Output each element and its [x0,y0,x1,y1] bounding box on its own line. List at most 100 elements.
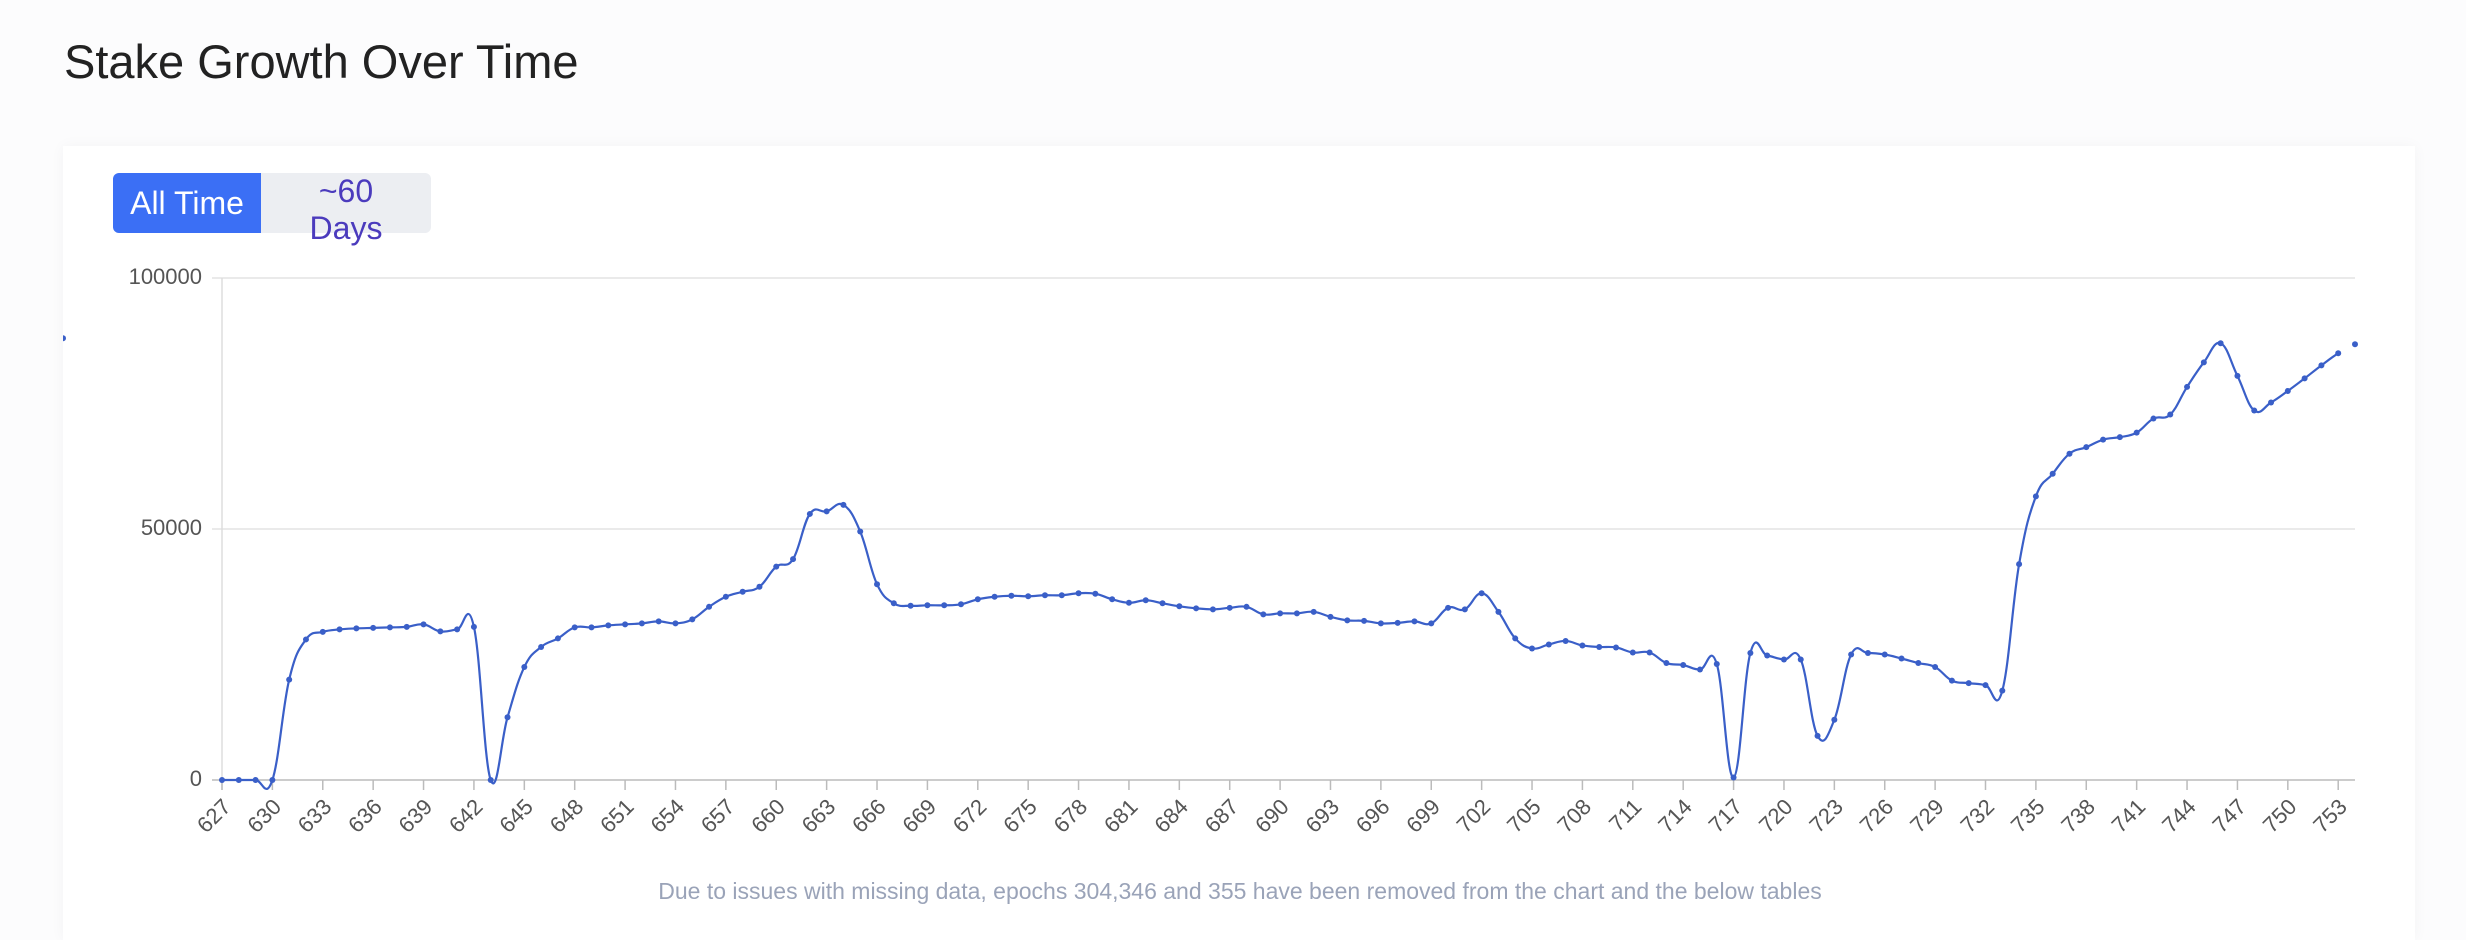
point [1965,680,1972,687]
x-tick-label: 747 [2207,794,2251,838]
point [1193,605,1200,612]
point [1428,620,1435,627]
point [319,628,326,635]
point [2318,362,2325,369]
point [2284,387,2291,394]
point [1277,610,1284,617]
point [1344,617,1351,624]
point [907,602,914,609]
point [2335,350,2342,357]
point [1814,732,1821,739]
point [1864,649,1871,656]
point [252,777,259,783]
point [1663,660,1670,667]
point [2066,450,2073,457]
chart-card: All Time ~60 Days Due to issues with mis… [63,146,2415,940]
x-tick-label: 714 [1653,794,1697,838]
x-tick-label: 732 [1956,794,2000,838]
point [521,664,528,671]
point [2200,359,2207,366]
point [823,508,830,515]
x-tick-label: 693 [1300,794,1344,838]
point [1596,643,1603,650]
point [2116,434,2123,441]
point [571,624,578,631]
point [790,556,797,563]
point [689,616,696,623]
point [1629,649,1636,656]
point [655,618,662,625]
point [1310,608,1317,615]
point [1831,716,1838,723]
x-tick-label: 672 [948,794,992,838]
x-tick-label: 696 [1351,794,1395,838]
x-tick-label: 723 [1804,794,1848,838]
point [454,626,461,633]
point [1041,592,1048,599]
point [2049,470,2056,477]
point [2083,444,2090,451]
point [890,600,897,607]
point [437,628,444,635]
x-tick-label: 753 [2308,794,2352,838]
point [1461,606,1468,613]
point [1226,604,1233,611]
point [1562,637,1569,644]
point [2268,399,2275,406]
point [1092,590,1099,597]
point [2251,407,2258,414]
point [1747,649,1754,656]
point [1999,687,2006,694]
point [1411,618,1418,625]
x-tick-label: 708 [1552,794,1596,838]
point [974,596,981,603]
point [1848,651,1855,658]
point [286,676,293,683]
point [1445,604,1452,611]
point [370,624,377,631]
point [622,621,629,628]
point [1327,613,1334,620]
point [420,621,427,628]
x-tick-label: 690 [1250,794,1294,838]
x-tick-label: 687 [1200,794,1244,838]
tab-button[interactable]: ~60 Days [261,173,431,246]
x-tick-label: 651 [595,794,639,838]
point [386,624,393,631]
point [2234,372,2241,379]
x-tick-label: 699 [1401,794,1445,838]
point [1948,677,1955,684]
x-tick-label: 738 [2056,794,2100,838]
point [1394,619,1401,626]
point [1680,662,1687,669]
x-tick-label: 669 [897,794,941,838]
point [1982,682,1989,689]
point [2301,375,2308,382]
x-tick-label: 639 [394,794,438,838]
point [1075,590,1082,597]
point [470,623,477,630]
point [487,777,494,783]
point [1915,660,1922,667]
point [1881,651,1888,658]
point [302,636,309,643]
point [756,583,763,590]
point [1613,644,1620,651]
x-tick-label: 705 [1502,794,1546,838]
x-tick-label: 630 [242,794,286,838]
point [219,777,225,783]
point [1797,656,1804,663]
point [269,777,276,783]
x-tick-label: 675 [998,794,1042,838]
chart: Due to issues with missing data, epochs … [63,264,2358,904]
point [2167,411,2174,418]
tab-button[interactable]: All Time [113,173,261,233]
point [1898,655,1905,662]
point [1293,610,1300,617]
x-tick-label: 720 [1754,794,1798,838]
point [941,602,948,609]
point [2133,429,2140,436]
point [1142,597,1149,604]
point [1377,620,1384,627]
point [1209,606,1216,613]
